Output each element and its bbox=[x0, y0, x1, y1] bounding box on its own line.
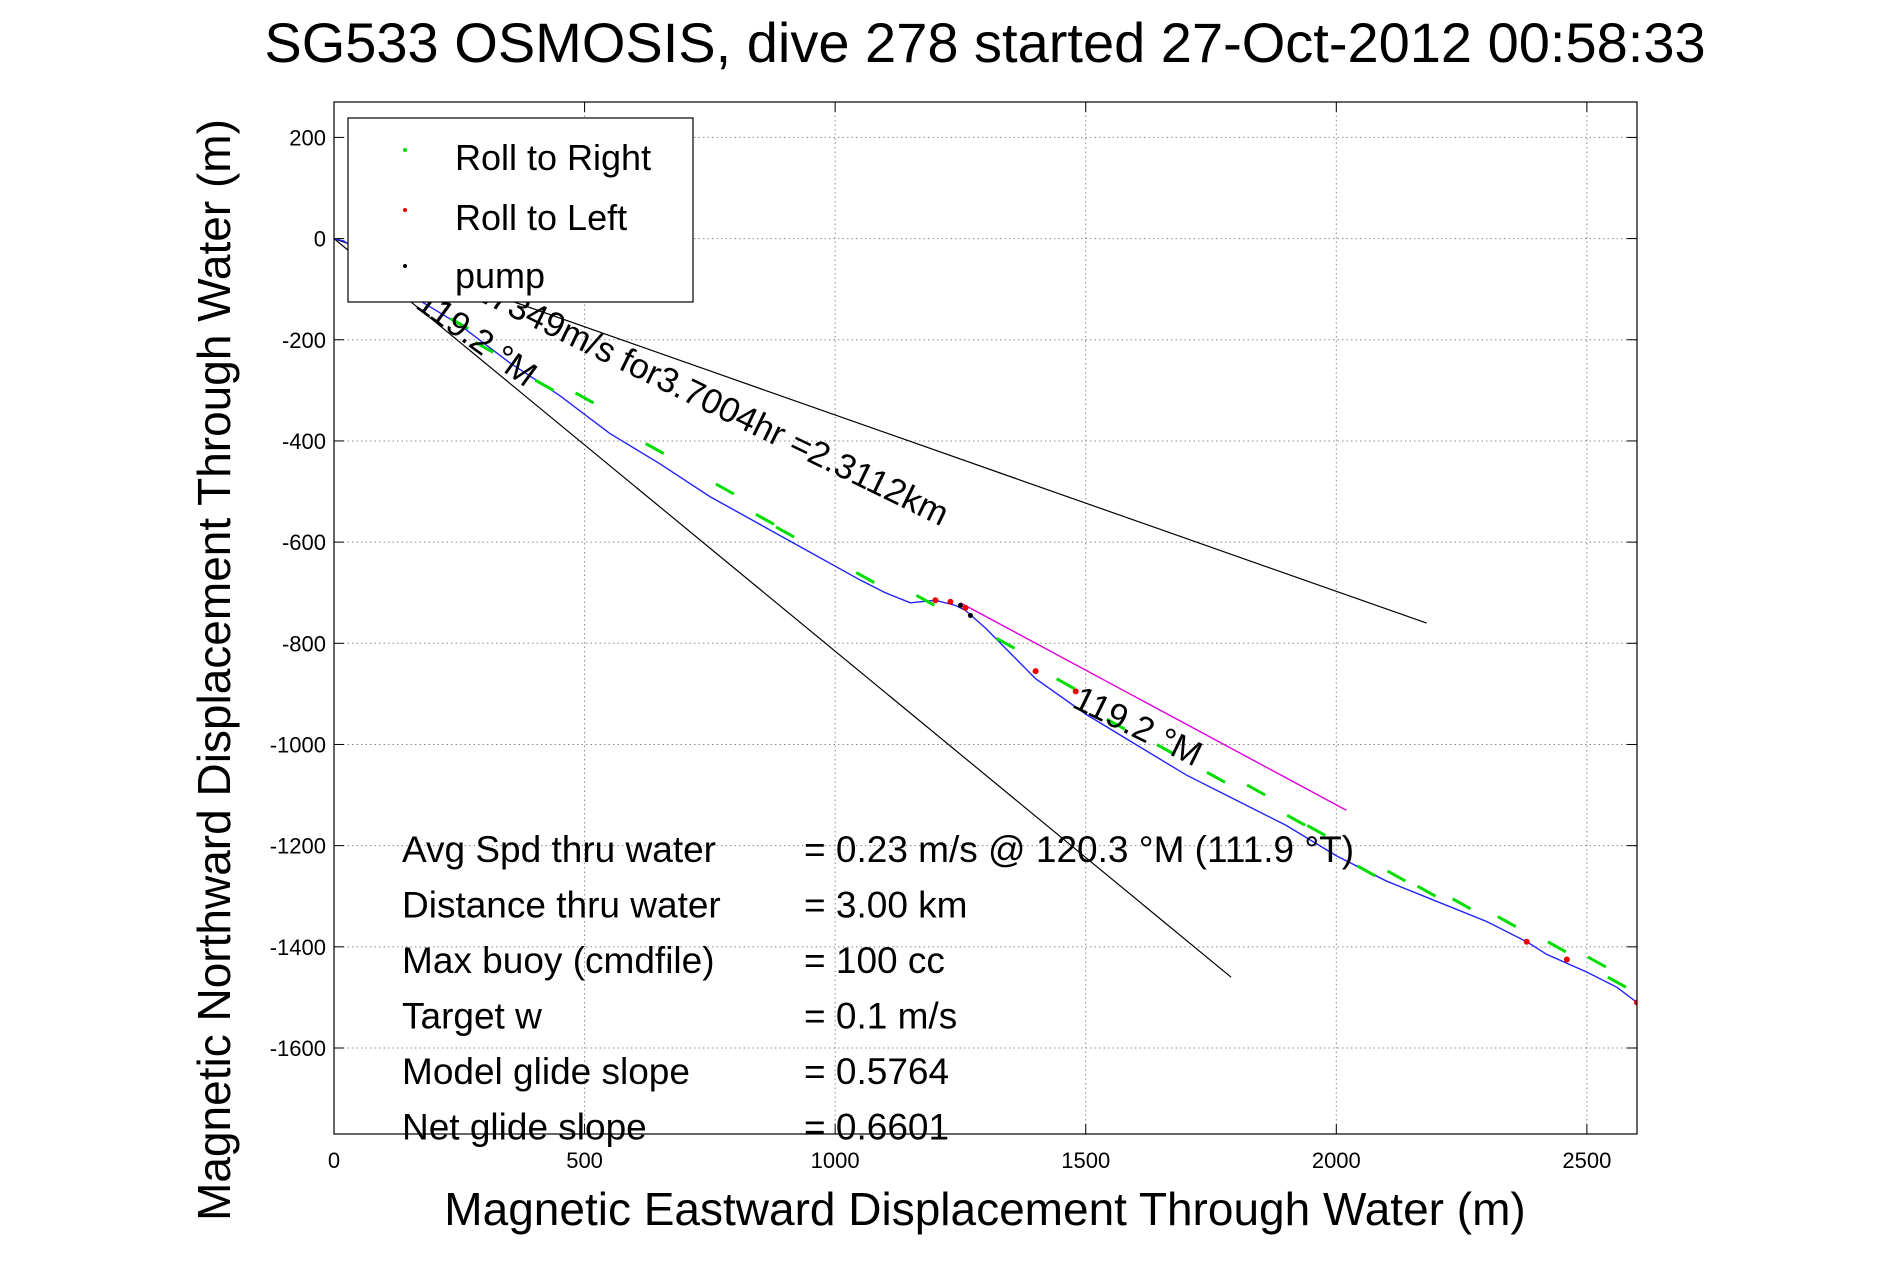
track-line bbox=[334, 237, 1637, 1004]
stat-label: Avg Spd thru water bbox=[402, 829, 716, 870]
y-tick-label: -800 bbox=[282, 631, 326, 656]
y-tick-label: 200 bbox=[289, 125, 326, 150]
roll-right-marker bbox=[995, 636, 1016, 650]
roll-right-marker bbox=[1356, 864, 1377, 878]
roll-right-marker bbox=[715, 482, 735, 496]
stat-value: = 0.6601 bbox=[804, 1107, 949, 1148]
roll-left-marker bbox=[1523, 938, 1530, 945]
stat-label: Model glide slope bbox=[402, 1051, 690, 1092]
chart-title: SG533 OSMOSIS, dive 278 started 27-Oct-2… bbox=[264, 11, 1705, 74]
roll-right-marker bbox=[1547, 940, 1567, 954]
x-axis-label: Magnetic Eastward Displacement Through W… bbox=[444, 1183, 1525, 1235]
stat-value: = 0.23 m/s @ 120.3 °M (111.9 °T) bbox=[804, 829, 1354, 870]
roll-left-marker bbox=[1563, 956, 1570, 963]
stat-value: = 3.00 km bbox=[804, 885, 968, 926]
roll-right-marker bbox=[474, 341, 495, 354]
x-tick-label: 1000 bbox=[811, 1148, 860, 1173]
roll-right-marker bbox=[1451, 897, 1472, 911]
roll-right-marker bbox=[1246, 783, 1266, 797]
pump-marker bbox=[957, 602, 963, 608]
roll-right-marker bbox=[775, 525, 795, 539]
roll-right-marker bbox=[855, 571, 875, 584]
reference-line bbox=[334, 238, 1427, 624]
roll-right-marker bbox=[1386, 869, 1407, 883]
roll-left-marker bbox=[1634, 999, 1637, 1006]
y-tick-label: -400 bbox=[282, 429, 326, 454]
stat-value: = 0.1 m/s bbox=[804, 996, 957, 1037]
stat-label: Distance thru water bbox=[402, 885, 721, 926]
roll-right-marker bbox=[1587, 955, 1607, 969]
roll-right-marker bbox=[1416, 884, 1437, 898]
roll-right-marker bbox=[755, 513, 775, 526]
roll-right-marker bbox=[449, 317, 470, 330]
roll-left-marker bbox=[947, 598, 954, 605]
roll-left-marker bbox=[962, 604, 969, 611]
legend-label-roll-left: Roll to Left bbox=[455, 197, 627, 238]
legend-marker-roll-left bbox=[403, 208, 407, 212]
y-tick-label: 0 bbox=[314, 227, 326, 252]
roll-left-marker bbox=[1032, 668, 1039, 675]
roll-right-marker bbox=[1156, 743, 1176, 756]
legend-marker-roll-right bbox=[403, 148, 407, 152]
roll-left-marker bbox=[932, 597, 939, 604]
y-tick-label: -1400 bbox=[270, 935, 326, 960]
roll-right-marker bbox=[1286, 814, 1306, 827]
reference-line bbox=[334, 238, 1232, 978]
roll-right-marker bbox=[915, 593, 936, 607]
x-tick-label: 1500 bbox=[1061, 1148, 1110, 1173]
roll-right-marker bbox=[1206, 771, 1226, 784]
roll-right-marker bbox=[1607, 975, 1627, 989]
dive-stats: Avg Spd thru water = 0.23 m/s @ 120.3 °M … bbox=[402, 829, 1354, 1148]
y-tick-label: -1600 bbox=[270, 1036, 326, 1061]
y-axis-label: Magnetic Northward Displacement Through … bbox=[188, 119, 240, 1221]
legend-label-pump: pump bbox=[455, 255, 545, 296]
legend-marker-pump bbox=[403, 264, 407, 268]
stat-label: Max buoy (cmdfile) bbox=[402, 940, 715, 981]
roll-right-marker bbox=[645, 442, 665, 455]
x-tick-label: 0 bbox=[328, 1148, 340, 1173]
y-tick-label: -1000 bbox=[270, 732, 326, 757]
x-tick-label: 2000 bbox=[1312, 1148, 1361, 1173]
roll-right-marker bbox=[1496, 915, 1517, 928]
legend-label-roll-right: Roll to Right bbox=[455, 137, 651, 178]
stat-value: = 0.5764 bbox=[804, 1051, 949, 1092]
legend: Roll to Right Roll to Left pump bbox=[347, 117, 694, 303]
pump-marker bbox=[967, 612, 973, 618]
roll-right-marker bbox=[1055, 677, 1076, 691]
y-tick-label: -600 bbox=[282, 530, 326, 555]
roll-right-marker bbox=[1106, 717, 1126, 731]
x-tick-label: 2500 bbox=[1562, 1148, 1611, 1173]
roll-right-marker bbox=[1306, 824, 1326, 837]
x-tick-label: 500 bbox=[566, 1148, 603, 1173]
stat-label: Net glide slope bbox=[402, 1107, 647, 1148]
y-tick-label: -200 bbox=[282, 328, 326, 353]
stat-value: = 100 cc bbox=[804, 940, 945, 981]
stat-label: Target w bbox=[402, 996, 542, 1037]
roll-right-marker bbox=[534, 378, 555, 392]
net-track-line bbox=[960, 602, 1347, 811]
y-tick-label: -1200 bbox=[270, 834, 326, 859]
roll-left-marker bbox=[1072, 688, 1079, 695]
roll-right-marker bbox=[574, 391, 595, 405]
axes-frame bbox=[333, 101, 1638, 1135]
